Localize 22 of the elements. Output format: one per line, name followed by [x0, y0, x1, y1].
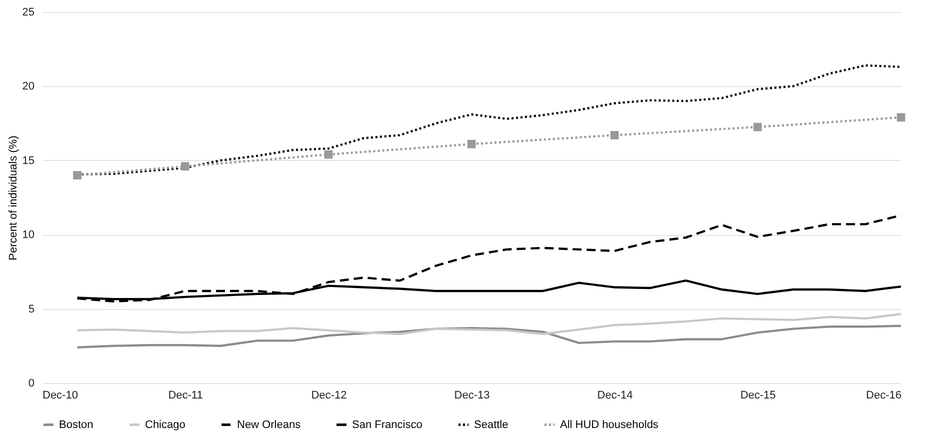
y-tick-label: 25 — [22, 6, 34, 18]
x-tick-label: Dec-13 — [454, 390, 490, 402]
legend-label: Seattle — [474, 418, 508, 431]
legend-label: San Francisco — [352, 418, 422, 431]
x-tick-label: Dec-14 — [597, 390, 633, 402]
y-tick-label: 0 — [28, 378, 34, 390]
y-axis-title: Percent of individuals (%) — [7, 136, 20, 260]
x-tick-label: Dec-12 — [311, 390, 347, 402]
x-tick-label: Dec-15 — [740, 390, 776, 402]
y-tick-label: 20 — [22, 80, 34, 93]
legend-label: Boston — [59, 418, 94, 431]
y-tick-label: 5 — [28, 303, 34, 316]
y-tick-label: 15 — [22, 154, 34, 167]
line-series — [76, 324, 902, 348]
x-tick-label: Dec-10 — [42, 390, 78, 402]
y-tick-label: 10 — [22, 229, 34, 242]
legend-label: Chicago — [145, 418, 186, 431]
legend-label: All HUD households — [560, 418, 659, 431]
legend-label: New Orleans — [237, 418, 302, 431]
x-tick-label: Dec-16 — [866, 390, 902, 402]
x-tick-label: Dec-11 — [168, 390, 203, 402]
line-series — [76, 312, 902, 336]
